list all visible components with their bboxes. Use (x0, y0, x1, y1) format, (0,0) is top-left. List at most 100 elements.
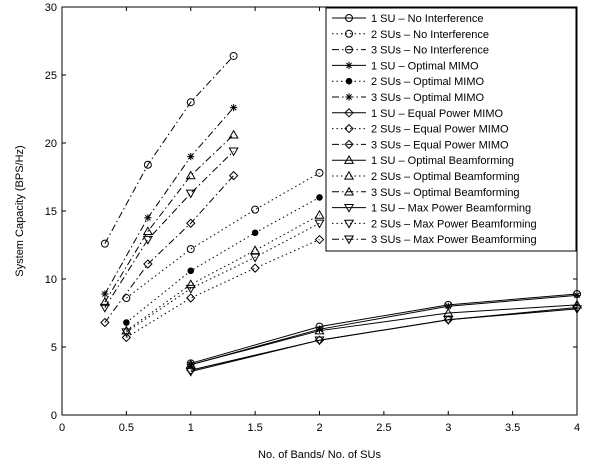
legend-marker (344, 108, 354, 118)
data-point (315, 168, 324, 177)
data-point (228, 170, 239, 181)
data-point (143, 160, 152, 169)
y-tick-label: 30 (45, 2, 57, 14)
legend-label: 2 SUs – Max Power Beamforming (371, 218, 537, 230)
data-point (186, 218, 196, 228)
legend-entry: 2 SUs – Optimal MIMO (332, 76, 485, 88)
legend-marker (343, 186, 355, 196)
legend-entry: 1 SU – No Interference (332, 13, 484, 25)
series-12 (99, 129, 239, 306)
data-point (316, 194, 323, 201)
series-line (190, 293, 578, 364)
legend-entry: 1 SU – Max Power Beamforming (332, 203, 531, 215)
series-5 (123, 194, 323, 326)
data-point (144, 214, 152, 222)
axis-ticks: 0 0.5 1 1.5 2 2.5 3 3.5 4 0 5 10 15 20 25 30 (45, 2, 580, 434)
legend-marker (345, 61, 353, 69)
series-10 (185, 299, 583, 369)
data-point (315, 325, 324, 333)
series-3 (100, 51, 238, 248)
legend-entry: 3 SUs – Max Power Beamforming (332, 234, 537, 246)
legend-box (325, 7, 577, 252)
data-point (101, 290, 109, 298)
legend: 1 SU – No Interference 2 SUs – No Interfe… (325, 7, 577, 252)
data-point (186, 245, 195, 254)
data-point (185, 284, 196, 294)
legend-marker (343, 154, 355, 164)
legend-label: 2 SUs – Equal Power MIMO (371, 124, 509, 136)
x-axis-label: No. of Bands/ No. of SUs (258, 449, 381, 461)
data-point (571, 299, 583, 309)
data-point (142, 235, 153, 245)
legend-label: 1 SU – No Interference (371, 13, 484, 25)
y-tick-label: 20 (45, 138, 57, 150)
data-point (251, 205, 260, 214)
legend-marker (345, 77, 353, 85)
data-point (185, 279, 196, 289)
x-tick-label: 1 (188, 422, 194, 434)
data-point (185, 170, 196, 180)
legend-entry: 2 SUs – Equal Power MIMO (332, 124, 509, 136)
legend-entry: 3 SUs – Equal Power MIMO (332, 139, 509, 151)
series-9 (100, 170, 239, 328)
legend-entry: 2 SUs – Max Power Beamforming (332, 218, 537, 230)
x-tick-label: 4 (574, 422, 580, 434)
data-point (250, 253, 261, 263)
data-point (99, 296, 110, 306)
data-point (314, 234, 325, 245)
legend-label: 2 SUs – Optimal MIMO (371, 76, 485, 88)
data-point (573, 291, 581, 299)
series-line (104, 107, 234, 295)
x-tick-label: 3.5 (505, 422, 520, 434)
data-point (185, 189, 196, 199)
legend-label: 2 SUs – No Interference (371, 29, 489, 41)
data-point (186, 293, 196, 303)
data-point (314, 209, 325, 219)
data-point (185, 367, 196, 377)
series-line (104, 150, 234, 308)
data-point (99, 303, 110, 313)
series-6 (101, 104, 238, 298)
x-tick-label: 2.5 (376, 422, 391, 434)
series-8 (121, 234, 325, 343)
legend-marker (345, 14, 353, 22)
x-tick-label: 3 (445, 422, 451, 434)
legend-marker (344, 139, 354, 150)
series-line (190, 304, 578, 366)
legend-label: 3 SUs – Max Power Beamforming (371, 234, 537, 246)
y-tick-label: 10 (45, 274, 57, 286)
series-15 (99, 147, 239, 313)
data-point (571, 305, 583, 315)
legend-label: 3 SUs – Optimal MIMO (371, 92, 485, 104)
legend-label: 1 SU – Optimal MIMO (371, 60, 479, 72)
legend-label: 1 SU – Max Power Beamforming (371, 203, 531, 215)
data-point (121, 325, 132, 335)
data-point (250, 263, 260, 273)
series-line (104, 55, 234, 244)
legend-label: 3 SUs – Equal Power MIMO (371, 139, 509, 151)
x-tick-label: 1.5 (247, 422, 262, 434)
series-13 (185, 305, 583, 377)
x-tick-label: 2 (316, 422, 322, 434)
data-point (100, 317, 110, 328)
series-14 (121, 219, 325, 338)
x-tick-label: 0.5 (119, 422, 134, 434)
y-axis-label: System Capacity (BPS/Hz) (14, 145, 26, 276)
data-point (121, 332, 132, 343)
data-point (143, 259, 153, 269)
legend-entry: 1 SU – Optimal MIMO (332, 60, 479, 72)
y-tick-label: 0 (51, 410, 57, 422)
data-point (314, 219, 325, 229)
y-tick-label: 15 (45, 206, 57, 218)
legend-marker (345, 93, 353, 101)
data-point (186, 98, 195, 107)
data-point (187, 153, 195, 161)
series-line (126, 196, 320, 323)
data-point (251, 229, 259, 237)
data-point (229, 51, 238, 60)
legend-entry: 3 SUs – Optimal Beamforming (332, 186, 520, 199)
series-line (104, 175, 234, 323)
legend-marker (344, 123, 354, 134)
legend-label: 1 SU – Optimal Beamforming (371, 155, 514, 167)
